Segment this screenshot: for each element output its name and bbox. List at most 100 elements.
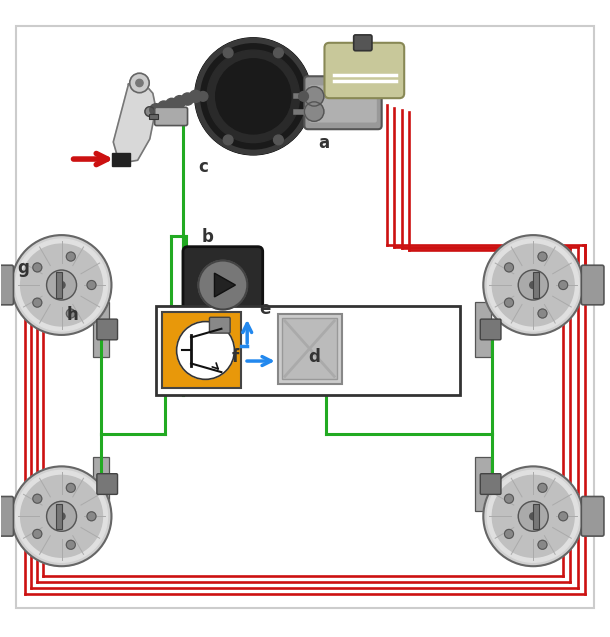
Circle shape xyxy=(136,80,143,87)
Bar xyxy=(533,273,539,297)
Circle shape xyxy=(207,50,300,143)
FancyBboxPatch shape xyxy=(581,265,604,305)
FancyBboxPatch shape xyxy=(480,319,501,340)
Text: f: f xyxy=(232,348,239,366)
Circle shape xyxy=(150,104,162,116)
Circle shape xyxy=(504,263,514,272)
Polygon shape xyxy=(215,273,235,297)
FancyBboxPatch shape xyxy=(183,247,263,324)
Circle shape xyxy=(559,280,568,290)
Circle shape xyxy=(173,96,185,108)
Circle shape xyxy=(21,475,102,557)
Circle shape xyxy=(46,501,76,531)
FancyBboxPatch shape xyxy=(480,474,501,494)
Circle shape xyxy=(33,298,42,307)
Circle shape xyxy=(33,494,42,503)
Circle shape xyxy=(538,309,547,318)
Circle shape xyxy=(12,235,112,335)
Circle shape xyxy=(518,501,548,531)
Circle shape xyxy=(66,483,75,492)
FancyBboxPatch shape xyxy=(354,35,372,51)
Circle shape xyxy=(483,235,583,335)
Bar xyxy=(56,273,62,297)
FancyBboxPatch shape xyxy=(0,496,13,536)
Circle shape xyxy=(66,252,75,261)
Circle shape xyxy=(538,483,547,492)
FancyBboxPatch shape xyxy=(162,312,241,389)
Circle shape xyxy=(273,135,283,145)
Polygon shape xyxy=(113,80,156,163)
Circle shape xyxy=(87,280,96,290)
Circle shape xyxy=(181,93,193,105)
Circle shape xyxy=(130,73,149,93)
FancyBboxPatch shape xyxy=(156,306,460,394)
Circle shape xyxy=(21,244,102,326)
Circle shape xyxy=(483,466,583,566)
Circle shape xyxy=(12,466,112,566)
Circle shape xyxy=(538,540,547,549)
Circle shape xyxy=(195,39,311,154)
Text: a: a xyxy=(318,134,329,152)
FancyBboxPatch shape xyxy=(304,76,382,129)
FancyBboxPatch shape xyxy=(97,319,118,340)
FancyBboxPatch shape xyxy=(16,26,594,608)
Circle shape xyxy=(529,513,537,520)
Circle shape xyxy=(46,270,76,300)
Circle shape xyxy=(33,263,42,272)
Circle shape xyxy=(504,529,514,538)
Circle shape xyxy=(198,92,208,101)
Circle shape xyxy=(559,512,568,521)
Text: d: d xyxy=(308,348,320,366)
Circle shape xyxy=(66,540,75,549)
Circle shape xyxy=(58,282,65,289)
Circle shape xyxy=(176,322,234,380)
Text: b: b xyxy=(201,229,214,247)
Circle shape xyxy=(487,470,579,562)
Bar xyxy=(475,457,491,512)
FancyBboxPatch shape xyxy=(0,265,13,305)
Polygon shape xyxy=(112,153,131,166)
Circle shape xyxy=(158,101,170,113)
Circle shape xyxy=(529,282,537,289)
FancyBboxPatch shape xyxy=(282,318,337,379)
Circle shape xyxy=(487,239,579,331)
Circle shape xyxy=(66,309,75,318)
Text: e: e xyxy=(259,299,271,318)
FancyBboxPatch shape xyxy=(309,85,377,122)
Bar xyxy=(93,457,109,512)
Circle shape xyxy=(198,261,247,310)
Circle shape xyxy=(518,270,548,300)
FancyBboxPatch shape xyxy=(581,496,604,536)
Circle shape xyxy=(216,59,291,134)
Bar xyxy=(93,302,109,357)
Circle shape xyxy=(33,529,42,538)
Bar xyxy=(533,504,539,529)
Circle shape xyxy=(273,48,283,58)
Text: g: g xyxy=(18,259,30,277)
Circle shape xyxy=(223,48,233,58)
Circle shape xyxy=(538,252,547,261)
FancyBboxPatch shape xyxy=(97,474,118,494)
FancyBboxPatch shape xyxy=(325,43,404,98)
Circle shape xyxy=(299,92,309,101)
Circle shape xyxy=(223,135,233,145)
Bar xyxy=(149,114,158,119)
Circle shape xyxy=(87,512,96,521)
Circle shape xyxy=(504,494,514,503)
Circle shape xyxy=(492,244,574,326)
Bar xyxy=(475,302,491,357)
Circle shape xyxy=(166,98,178,110)
Circle shape xyxy=(492,475,574,557)
Circle shape xyxy=(189,90,201,103)
Circle shape xyxy=(16,239,107,331)
Bar xyxy=(56,504,62,529)
FancyBboxPatch shape xyxy=(155,107,187,125)
FancyBboxPatch shape xyxy=(209,317,230,333)
FancyBboxPatch shape xyxy=(278,313,342,383)
Circle shape xyxy=(58,513,65,520)
Circle shape xyxy=(145,107,155,117)
Circle shape xyxy=(16,470,107,562)
Circle shape xyxy=(304,102,324,121)
Text: c: c xyxy=(198,159,209,176)
Circle shape xyxy=(504,298,514,307)
